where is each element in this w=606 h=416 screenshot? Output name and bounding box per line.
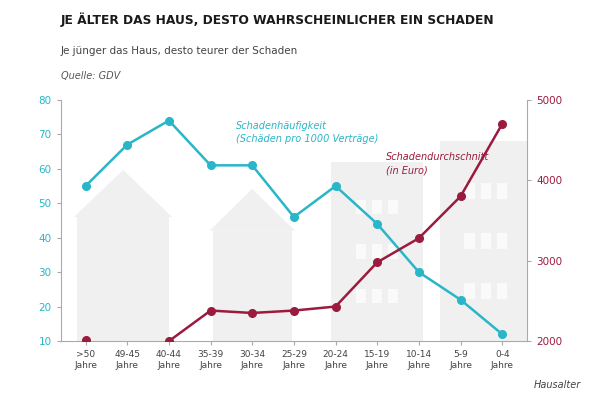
FancyBboxPatch shape: [440, 141, 531, 341]
FancyBboxPatch shape: [496, 283, 507, 299]
FancyBboxPatch shape: [388, 200, 398, 214]
FancyBboxPatch shape: [496, 233, 507, 249]
FancyBboxPatch shape: [388, 244, 398, 259]
FancyBboxPatch shape: [77, 217, 169, 341]
Polygon shape: [74, 170, 172, 217]
FancyBboxPatch shape: [481, 283, 491, 299]
FancyBboxPatch shape: [464, 183, 474, 199]
FancyBboxPatch shape: [356, 289, 366, 304]
FancyBboxPatch shape: [464, 283, 474, 299]
FancyBboxPatch shape: [372, 244, 382, 259]
FancyBboxPatch shape: [464, 233, 474, 249]
Text: Schadendurchschnitt
(in Euro): Schadendurchschnitt (in Euro): [385, 152, 489, 175]
Text: Schadenhäufigkeit
(Schäden pro 1000 Verträge): Schadenhäufigkeit (Schäden pro 1000 Vert…: [236, 121, 378, 144]
Text: Je jünger das Haus, desto teurer der Schaden: Je jünger das Haus, desto teurer der Sch…: [61, 46, 298, 56]
Text: Quelle: GDV: Quelle: GDV: [61, 71, 120, 81]
Polygon shape: [209, 189, 295, 231]
FancyBboxPatch shape: [496, 183, 507, 199]
Text: JE ÄLTER DAS HAUS, DESTO WAHRSCHEINLICHER EIN SCHADEN: JE ÄLTER DAS HAUS, DESTO WAHRSCHEINLICHE…: [61, 12, 494, 27]
FancyBboxPatch shape: [481, 233, 491, 249]
FancyBboxPatch shape: [356, 200, 366, 214]
FancyBboxPatch shape: [213, 231, 292, 341]
FancyBboxPatch shape: [331, 162, 423, 341]
FancyBboxPatch shape: [481, 183, 491, 199]
FancyBboxPatch shape: [356, 244, 366, 259]
Text: Hausalter: Hausalter: [534, 380, 581, 390]
FancyBboxPatch shape: [372, 200, 382, 214]
FancyBboxPatch shape: [388, 289, 398, 304]
FancyBboxPatch shape: [372, 289, 382, 304]
